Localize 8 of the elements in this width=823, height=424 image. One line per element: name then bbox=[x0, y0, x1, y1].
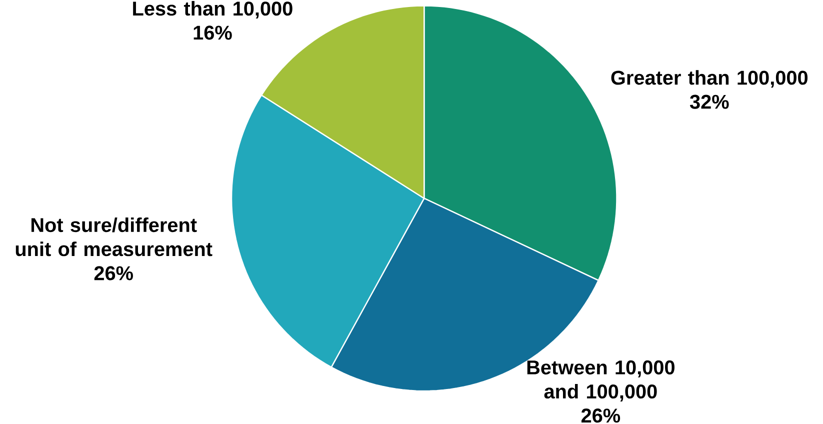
data-label: 26% bbox=[581, 408, 620, 423]
slice-label: Greater than 100,000 bbox=[611, 70, 808, 88]
data-label: 16% bbox=[194, 26, 232, 40]
data-label: 32% bbox=[690, 94, 729, 110]
slice-label: Not sure/different unit of measurement bbox=[16, 218, 212, 256]
data-label: 26% bbox=[94, 266, 133, 280]
slice-label: Between 10,000 and 100,000 bbox=[527, 360, 674, 402]
slice-label: Less than 10,000 bbox=[133, 1, 292, 19]
